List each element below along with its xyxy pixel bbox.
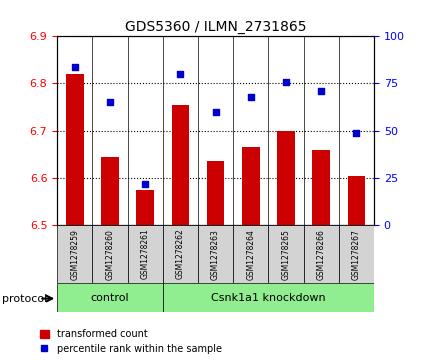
- Text: GSM1278263: GSM1278263: [211, 229, 220, 280]
- Bar: [207, 162, 224, 225]
- Point: [353, 130, 360, 135]
- FancyBboxPatch shape: [163, 225, 198, 283]
- Text: GSM1278261: GSM1278261: [141, 229, 150, 280]
- Legend: transformed count, percentile rank within the sample: transformed count, percentile rank withi…: [36, 326, 226, 358]
- FancyBboxPatch shape: [128, 225, 163, 283]
- Bar: [66, 74, 84, 225]
- FancyBboxPatch shape: [268, 225, 304, 283]
- Bar: [172, 105, 189, 225]
- Text: Csnk1a1 knockdown: Csnk1a1 knockdown: [211, 293, 326, 303]
- Point: [282, 79, 290, 85]
- Point: [318, 88, 325, 94]
- Title: GDS5360 / ILMN_2731865: GDS5360 / ILMN_2731865: [125, 20, 306, 34]
- Point: [177, 71, 184, 77]
- FancyBboxPatch shape: [163, 283, 374, 312]
- FancyBboxPatch shape: [233, 225, 268, 283]
- Bar: [101, 157, 119, 225]
- Text: GSM1278265: GSM1278265: [282, 229, 290, 280]
- Text: GSM1278260: GSM1278260: [106, 229, 114, 280]
- Bar: [136, 189, 154, 225]
- Text: GSM1278266: GSM1278266: [317, 229, 326, 280]
- Point: [212, 109, 219, 115]
- FancyBboxPatch shape: [198, 225, 233, 283]
- Bar: [277, 131, 295, 225]
- Text: GSM1278267: GSM1278267: [352, 229, 361, 280]
- Text: control: control: [91, 293, 129, 303]
- FancyBboxPatch shape: [57, 283, 163, 312]
- FancyBboxPatch shape: [339, 225, 374, 283]
- Text: GSM1278259: GSM1278259: [70, 229, 79, 280]
- Bar: [312, 150, 330, 225]
- Text: GSM1278264: GSM1278264: [246, 229, 255, 280]
- Point: [142, 181, 149, 187]
- FancyBboxPatch shape: [304, 225, 339, 283]
- Text: GSM1278262: GSM1278262: [176, 229, 185, 280]
- Text: protocol: protocol: [2, 294, 48, 305]
- Bar: [348, 175, 365, 225]
- FancyBboxPatch shape: [57, 225, 92, 283]
- Point: [247, 94, 254, 99]
- FancyBboxPatch shape: [92, 225, 128, 283]
- Point: [71, 64, 78, 69]
- Bar: [242, 147, 260, 225]
- Point: [106, 99, 114, 105]
